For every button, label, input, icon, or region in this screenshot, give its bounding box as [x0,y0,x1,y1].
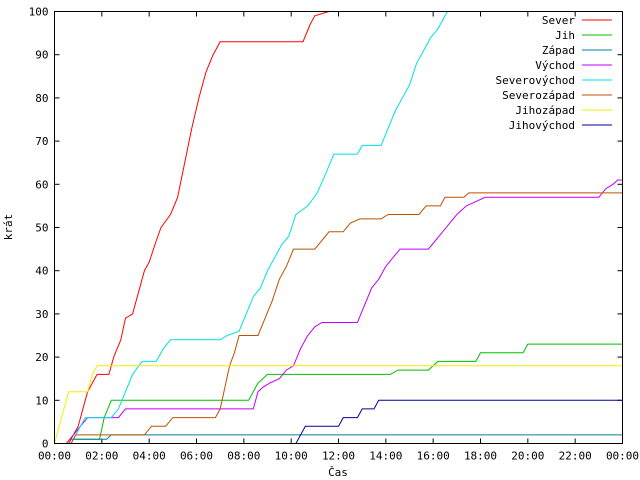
x-tick-label: 02:00 [85,450,118,463]
series-line-jihovychod [54,399,623,444]
y-tick-label: 70 [35,135,48,148]
x-tick-label: 12:00 [322,450,355,463]
legend-label-severozapad: Severozápad [502,89,575,102]
y-tick-label: 0 [42,438,49,451]
legend-label-severovychod: Severovýchod [496,74,575,87]
x-tick-label: 10:00 [275,450,308,463]
y-tick-label: 30 [35,308,48,321]
plot-frame [54,11,623,444]
y-tick-label: 20 [35,351,48,364]
x-tick-label: 00:00 [38,450,71,463]
y-axis-title: krát [2,214,15,241]
x-axis-title: Čas [328,466,348,479]
x-tick-label: 16:00 [417,450,450,463]
axis-ticks: 0 10 20 30 40 50 60 70 80 90 100 00:00 02:00 04:00 06:… [29,6,639,463]
y-tick-label: 100 [29,6,49,19]
legend-label-vychod: Východ [535,59,575,72]
y-tick-label: 60 [35,178,48,191]
y-tick-label: 90 [35,49,48,62]
x-tick-label: 08:00 [227,450,260,463]
y-tick-label: 10 [35,394,48,407]
legend-label-jihovychod: Jihovýchod [509,119,575,132]
legend-label-jih: Jih [555,29,575,42]
y-tick-label: 50 [35,222,48,235]
series-line-jih [54,343,623,444]
series-line-severozapad [54,192,623,444]
series-line-jihozapad [54,365,623,444]
x-tick-label: 22:00 [559,450,592,463]
legend-label-zapad: Západ [542,44,575,57]
series-line-vychod [54,179,623,444]
x-tick-label: 14:00 [369,450,402,463]
x-tick-label: 06:00 [180,450,213,463]
x-tick-label: 04:00 [133,450,166,463]
legend-label-jihozapad: Jihozápad [515,104,575,117]
y-tick-label: 80 [35,92,48,105]
y-tick-label: 40 [35,265,48,278]
legend-label-sever: Sever [542,14,575,27]
x-tick-label: 18:00 [464,450,497,463]
series-line-severovychod [54,11,623,444]
legend: Sever Jih Západ Východ Severovýchod Severozáp… [496,14,612,132]
x-tick-label: 20:00 [511,450,544,463]
x-tick-label: 00:00 [606,450,639,463]
